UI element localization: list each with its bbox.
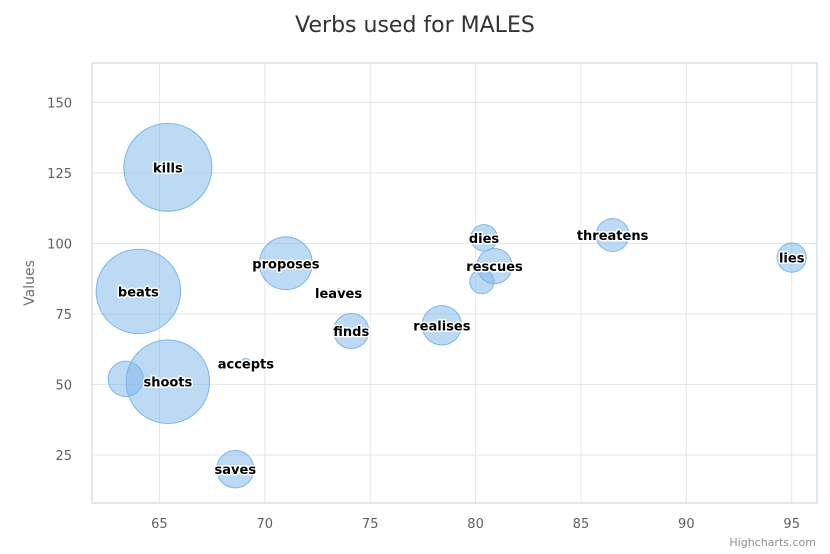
y-tick-label: 150 <box>47 96 72 111</box>
x-tick-label: 95 <box>783 517 800 532</box>
bubble-leaves[interactable] <box>334 288 344 298</box>
x-tick-label: 75 <box>362 517 379 532</box>
bubble-labels: kills beats shoots proposes saves finds realis… <box>116 160 806 480</box>
bubble-saves[interactable] <box>216 449 255 489</box>
credits-link[interactable]: Highcharts.com <box>729 536 816 549</box>
x-tick-label: 70 <box>257 517 274 532</box>
chart-title: Verbs used for MALES <box>295 13 535 38</box>
bubble-dies[interactable] <box>470 224 498 252</box>
y-tick-label: 100 <box>47 238 72 253</box>
bubbles <box>95 122 807 489</box>
bubble-label-beats: beats <box>118 285 159 300</box>
y-axis-ticks: 25 50 75 100 125 150 <box>47 96 72 464</box>
bubble-unlabeled[interactable] <box>469 268 495 295</box>
x-tick-label: 90 <box>678 517 695 532</box>
bubble-accepts[interactable] <box>240 358 252 369</box>
bubble-label-finds: finds <box>333 325 369 340</box>
bubble-label-leaves: leaves <box>315 287 362 302</box>
bubble-threatens[interactable] <box>595 218 630 253</box>
bubble-realises[interactable] <box>421 305 463 346</box>
bubble-label-accepts: accepts <box>218 357 275 372</box>
y-tick-label: 75 <box>55 308 72 323</box>
y-tick-label: 50 <box>55 379 72 394</box>
bubble-label-saves: saves <box>215 463 257 478</box>
bubble-label-shoots: shoots <box>143 376 192 391</box>
x-tick-label: 65 <box>151 517 168 532</box>
bubble-label-threatens: threatens <box>577 229 649 244</box>
bubble-lies[interactable] <box>776 242 807 273</box>
bubble-label-lies: lies <box>779 252 805 267</box>
y-axis-title: Values <box>22 260 38 306</box>
bubble-label-rescues: rescues <box>466 260 523 275</box>
x-tick-label: 85 <box>573 517 590 532</box>
bubble-label-proposes: proposes <box>252 257 319 272</box>
bubble-kills[interactable] <box>123 122 213 212</box>
bubble-label-realises: realises <box>413 319 470 334</box>
bubble-label-dies: dies <box>469 232 500 247</box>
bubble-proposes[interactable] <box>258 236 313 291</box>
x-tick-label: 80 <box>467 517 484 532</box>
x-axis-ticks: 65 70 75 80 85 90 95 <box>151 517 800 532</box>
bubble-label-kills: kills <box>153 161 183 176</box>
y-tick-label: 25 <box>55 449 72 464</box>
bubble-unlabeled[interactable] <box>107 360 144 397</box>
bubble-finds[interactable] <box>333 312 370 350</box>
bubble-beats[interactable] <box>95 248 182 335</box>
plot-border <box>91 62 818 504</box>
y-tick-label: 125 <box>47 167 72 182</box>
